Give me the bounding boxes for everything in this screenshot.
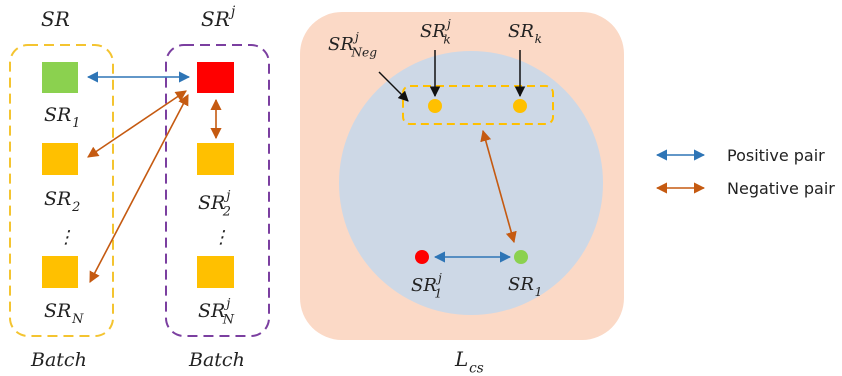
srn-square	[42, 256, 78, 288]
sr2j-square	[197, 143, 234, 175]
label-sr1: SR1	[44, 104, 80, 131]
label-srneg: SRj Neg	[328, 30, 377, 59]
batch-caption-1: Batch	[30, 349, 87, 371]
negative-pair-arrow-srj1-srn	[89, 94, 189, 283]
col2-header: SRj	[201, 4, 236, 31]
negative-pair-arrow-srj1-sr2	[87, 90, 187, 158]
sr1j-point	[415, 250, 429, 264]
legend: Positive pair Negative pair	[655, 146, 835, 198]
label-sr1-point: SR1	[508, 274, 542, 299]
sr1-point	[514, 250, 528, 264]
embedding-space-panel: SRj Neg SRj k SRk SRj 1 SR1 Lcs	[300, 12, 624, 376]
batch-box-sr	[9, 44, 114, 337]
left-batch-panel: SR SRj SR1 SR2 ⋮ SRN SRj 2 ⋮ SRj N Batch B…	[9, 4, 270, 371]
srnj-square	[197, 256, 234, 288]
batch-caption-2: Batch	[188, 349, 245, 371]
embedding-circle	[339, 51, 603, 315]
negative-set-box	[402, 85, 554, 125]
ellipsis-col1: ⋮	[57, 227, 75, 248]
srkj-point	[428, 99, 442, 113]
legend-positive-label: Positive pair	[727, 146, 825, 165]
label-srn: SRN	[44, 300, 84, 327]
label-srk: SRk	[508, 21, 542, 46]
ellipsis-col2: ⋮	[212, 227, 230, 248]
label-sr2j: SRj 2	[198, 189, 231, 220]
sr1j-anchor-square	[197, 62, 234, 93]
sr1-anchor-square	[42, 62, 78, 93]
negative-pair-arrow-right	[480, 129, 517, 244]
loss-label: Lcs	[454, 347, 484, 376]
sr2-square	[42, 143, 78, 175]
col1-header: SR	[41, 7, 70, 31]
legend-negative-label: Negative pair	[727, 179, 835, 198]
label-sr2: SR2	[44, 188, 80, 215]
pointer-neg-box	[378, 71, 409, 102]
label-srkj: SRj k	[420, 17, 451, 46]
label-sr1j-point: SRj 1	[411, 271, 442, 300]
label-srnj: SRj N	[198, 297, 235, 328]
srk-point	[513, 99, 527, 113]
